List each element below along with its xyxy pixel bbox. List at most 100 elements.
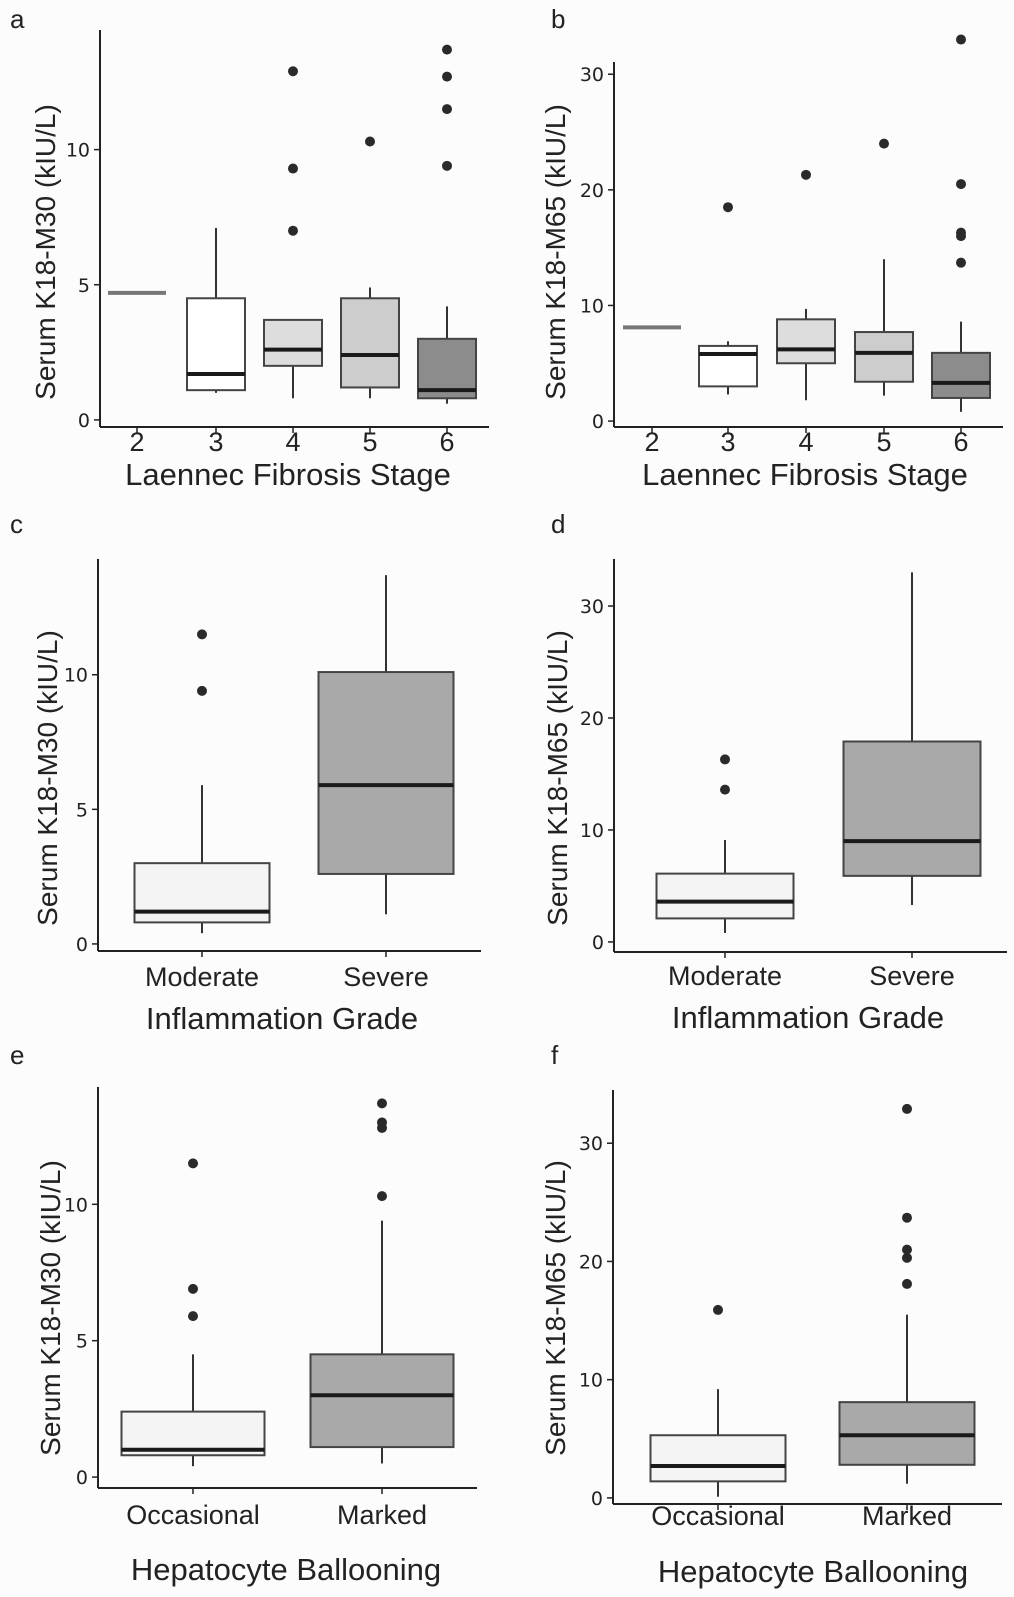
box-iqr [340,297,400,389]
outlier-point [188,1158,198,1169]
x-axis-title: Laennec Fibrosis Stage [642,457,968,492]
x-tick-label: 4 [285,427,300,457]
y-axis-title: Serum K18-M65 (kIU/L) [540,1160,571,1456]
x-tick-label: 6 [953,427,968,457]
y-tick-label: 0 [592,411,604,433]
box-Marked: Marked [309,1098,455,1530]
y-tick-label: 20 [580,180,604,202]
outlier-point [188,1311,198,1322]
outlier-point [902,1212,912,1223]
box-2: 2 [108,290,166,457]
x-tick-label: 3 [720,427,735,457]
y-tick-label: 20 [579,1251,603,1273]
panel-letter: e [10,1040,24,1070]
outlier-point [288,163,298,174]
y-tick-label: 5 [76,799,88,821]
outlier-point [288,66,298,77]
box-iqr [931,351,991,399]
y-tick-label: 30 [580,64,604,86]
x-tick-label: 5 [362,427,377,457]
box-4: 4 [776,169,836,457]
box-5: 5 [340,136,400,457]
box-iqr [655,872,795,920]
x-tick-label: 6 [439,427,454,457]
outlier-point [801,169,811,180]
y-tick-label: 20 [580,708,604,730]
y-tick-label: 10 [64,665,88,687]
box-Marked: Marked [838,1103,976,1531]
box-2: 2 [623,325,681,457]
y-tick-label: 10 [580,295,604,317]
panel-d: d 0 10 20 30 Moderate Severe Inflammation Grade… [542,509,1007,1035]
y-tick-label: 10 [66,140,90,162]
box-4: 4 [263,66,323,457]
outlier-point [720,784,730,795]
x-tick-label: Marked [862,1501,952,1531]
outlier-point [442,44,452,55]
y-tick-label: 5 [76,1331,88,1353]
x-tick-label: 2 [129,427,144,457]
outlier-point [197,629,207,640]
x-tick-label: Occasional [651,1501,785,1531]
x-tick-label: 2 [644,427,659,457]
box-Moderate: Moderate [655,754,795,991]
box-iqr [854,331,914,383]
panel-letter: a [10,4,25,34]
box-Occasional: Occasional [649,1304,787,1531]
box-3: 3 [698,202,758,457]
x-tick-label: Moderate [668,961,782,991]
box-Severe: Severe [842,572,982,991]
y-tick-label: 30 [579,1133,603,1155]
box-Moderate: Moderate [133,629,271,992]
outlier-point [713,1304,723,1315]
x-tick-label: Severe [869,961,955,991]
x-axis-title: Laennec Fibrosis Stage [125,457,451,492]
x-tick-label: 3 [208,427,223,457]
panel-letter: f [551,1040,559,1070]
y-axis-title: Serum K18-M30 (kIU/L) [35,1160,66,1456]
panel-letter: b [551,4,565,34]
outlier-point [902,1103,912,1114]
box-6: 6 [931,34,991,457]
panel-f: f 0 10 20 30 Occasional Marked Hepatocyte Ballo… [540,1040,1002,1589]
y-tick-label: 5 [78,275,90,297]
outlier-point [377,1117,387,1128]
outlier-point [902,1252,912,1263]
y-tick-label: 0 [78,410,90,432]
box-3: 3 [186,228,246,457]
y-axis-title: Serum K18-M65 (kIU/L) [540,104,571,400]
outlier-point [902,1244,912,1255]
box-iqr [776,318,836,365]
x-tick-label: Occasional [126,1500,260,1530]
box-iqr [649,1434,787,1483]
y-tick-label: 10 [580,820,604,842]
panel-e: e 0 5 10 Occasional Marked Hepatocyte Ballooni… [10,1040,477,1587]
y-tick-label: 30 [580,596,604,618]
x-axis-title: Inflammation Grade [672,1000,944,1035]
y-axis-title: Serum K18-M30 (kIU/L) [30,104,61,400]
outlier-point [720,754,730,765]
outlier-point [902,1278,912,1289]
y-axis-title: Serum K18-M30 (kIU/L) [32,630,63,926]
outlier-point [188,1283,198,1294]
y-tick-label: 0 [592,932,604,954]
x-tick-label: 4 [798,427,813,457]
outlier-point [723,202,733,213]
outlier-point [879,138,889,149]
box-iqr [309,1353,455,1449]
box-iqr [317,671,455,875]
outlier-point [442,104,452,115]
x-axis-title: Hepatocyte Ballooning [131,1552,441,1587]
y-tick-label: 10 [64,1194,88,1216]
box-5: 5 [854,138,914,457]
outlier-point [197,685,207,696]
outlier-point [956,179,966,190]
x-tick-label: Moderate [145,962,259,992]
box-iqr [186,297,246,392]
panel-letter: c [10,509,23,539]
outlier-point [956,34,966,45]
outlier-point [365,136,375,147]
outlier-point [956,257,966,268]
